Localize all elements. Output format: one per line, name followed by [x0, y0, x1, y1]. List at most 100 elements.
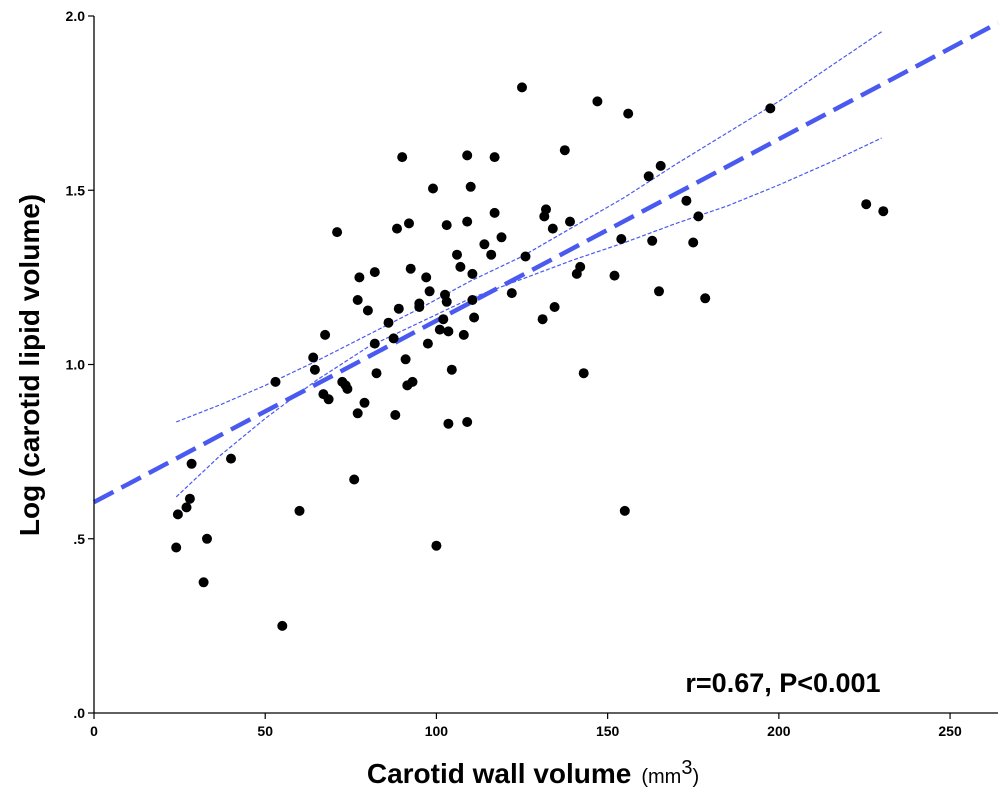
data-point [424, 286, 435, 297]
data-point [479, 239, 490, 250]
data-point [397, 152, 408, 163]
x-tick-label: 100 [425, 723, 449, 739]
data-point [647, 235, 658, 246]
y-tick-label: 1.5 [66, 182, 86, 198]
data-point [431, 540, 442, 551]
data-point [489, 152, 500, 163]
data-point [383, 317, 394, 328]
x-axis-unit: (mm [641, 766, 681, 788]
data-point [308, 352, 319, 363]
data-point [349, 474, 360, 485]
data-point [404, 218, 414, 229]
data-point [369, 338, 380, 349]
data-point [609, 270, 620, 281]
data-point [565, 216, 575, 227]
data-point [400, 354, 411, 365]
regression-line [92, 20, 1000, 505]
data-point [446, 364, 457, 375]
stat-annotation: r=0.67, P<0.001 [685, 668, 880, 698]
data-point [592, 96, 603, 107]
x-tick-label: 50 [257, 723, 273, 739]
data-point [462, 216, 473, 227]
data-point [332, 227, 343, 238]
data-point [575, 261, 586, 272]
data-point [390, 410, 401, 420]
data-point [578, 368, 589, 379]
data-point [392, 223, 402, 234]
data-point [688, 237, 699, 248]
data-point [441, 296, 452, 307]
data-point [693, 211, 704, 222]
data-point [455, 261, 466, 272]
data-point [342, 383, 353, 394]
data-point [434, 324, 445, 335]
data-point [428, 183, 438, 194]
data-points [171, 82, 889, 631]
data-point [547, 223, 558, 234]
ci-upper-line [175, 31, 882, 423]
data-point [462, 417, 473, 427]
data-point [616, 234, 627, 244]
data-point [320, 329, 331, 340]
x-axis-title-main: Carotid wall volume [367, 758, 632, 789]
data-point [407, 376, 418, 387]
data-point [467, 295, 478, 305]
data-point [517, 82, 527, 93]
data-point [700, 293, 711, 304]
data-point [184, 493, 195, 504]
data-point [352, 295, 363, 305]
data-point [441, 220, 452, 231]
data-point [458, 329, 469, 340]
x-axis-unit-sup: 3 [681, 757, 692, 779]
data-point [486, 249, 497, 260]
data-point [878, 206, 889, 217]
data-point [198, 577, 209, 588]
data-point [414, 302, 425, 312]
data-point [462, 150, 473, 161]
data-point [388, 333, 399, 344]
confidence-band [175, 31, 882, 498]
data-point [277, 620, 288, 631]
data-point [270, 376, 281, 387]
data-point [362, 305, 373, 316]
data-point [226, 453, 236, 464]
data-point [422, 338, 433, 349]
tick-labels: 0 50 100 150 200 250 .0 .5 1.0 1.5 2.0 [66, 8, 962, 739]
data-point [443, 418, 454, 429]
data-point [352, 408, 363, 419]
data-point [506, 288, 517, 299]
data-point [393, 303, 404, 314]
data-point [421, 272, 432, 283]
data-point [861, 199, 872, 210]
data-point [467, 268, 478, 279]
data-point [619, 505, 630, 516]
y-tick-label: .0 [73, 705, 85, 721]
x-axis-title: Carotid wall volume (mm3) [367, 757, 699, 789]
data-point [654, 286, 664, 297]
y-tick-label: .5 [73, 531, 85, 547]
data-point [369, 267, 380, 278]
y-tick-label: 1.0 [66, 357, 86, 373]
x-tick-label: 150 [596, 723, 620, 739]
data-point [405, 263, 416, 274]
data-point [469, 312, 480, 323]
data-point [181, 502, 192, 513]
y-axis-title: Log (carotid lipid volume) [14, 194, 45, 536]
data-point [496, 232, 507, 243]
data-point [681, 195, 692, 206]
data-point [371, 368, 382, 379]
data-point [172, 509, 183, 520]
data-point [171, 542, 182, 553]
data-point [443, 326, 454, 337]
data-point [537, 314, 548, 325]
data-point [186, 458, 197, 469]
data-point [438, 314, 449, 325]
x-tick-label: 0 [90, 723, 98, 739]
ci-lower-line [175, 137, 882, 498]
y-tick-label: 2.0 [66, 8, 86, 24]
data-point [202, 533, 212, 544]
data-point [452, 249, 462, 260]
data-point [559, 145, 570, 156]
data-point [359, 397, 370, 408]
